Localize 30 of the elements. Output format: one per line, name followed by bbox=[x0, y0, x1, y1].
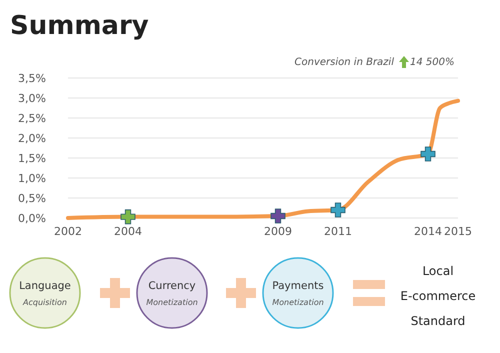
text: Monetization bbox=[272, 298, 324, 307]
text: Conversion in Brazil bbox=[294, 57, 394, 68]
text: Monetization bbox=[146, 298, 198, 307]
y-tick-label: 0,5% bbox=[18, 192, 46, 205]
y-tick-label: 1,5% bbox=[18, 152, 46, 165]
x-tick-label: 2015 bbox=[444, 225, 472, 238]
text: Local bbox=[422, 264, 454, 278]
text: Acquisition bbox=[22, 298, 67, 307]
y-tick-label: 2,0% bbox=[18, 132, 46, 145]
text: E-commerce bbox=[400, 289, 476, 304]
x-tick-label: 2004 bbox=[114, 225, 142, 238]
point bbox=[330, 202, 346, 218]
text: Language bbox=[19, 280, 71, 292]
point bbox=[270, 208, 286, 224]
y-tick-label: 0,0% bbox=[18, 212, 46, 225]
y-tick-label: 3,5% bbox=[18, 72, 46, 85]
point bbox=[120, 209, 136, 224]
text: Payments bbox=[272, 280, 324, 292]
y-tick-label: 3,0% bbox=[18, 92, 46, 105]
x-tick-label: 2002 bbox=[54, 225, 82, 238]
chart-title: Summary bbox=[10, 11, 149, 41]
x-tick-label: 2014 bbox=[414, 225, 442, 238]
y-tick-label: 1,0% bbox=[18, 172, 46, 185]
y-tick-label: 2,5% bbox=[18, 112, 46, 125]
point bbox=[420, 146, 436, 162]
x-tick-label: 2011 bbox=[324, 225, 352, 238]
text: Currency bbox=[148, 280, 196, 292]
text: Standard bbox=[410, 314, 466, 328]
text: 14 500% bbox=[410, 57, 454, 68]
x-tick-label: 2009 bbox=[264, 225, 292, 238]
